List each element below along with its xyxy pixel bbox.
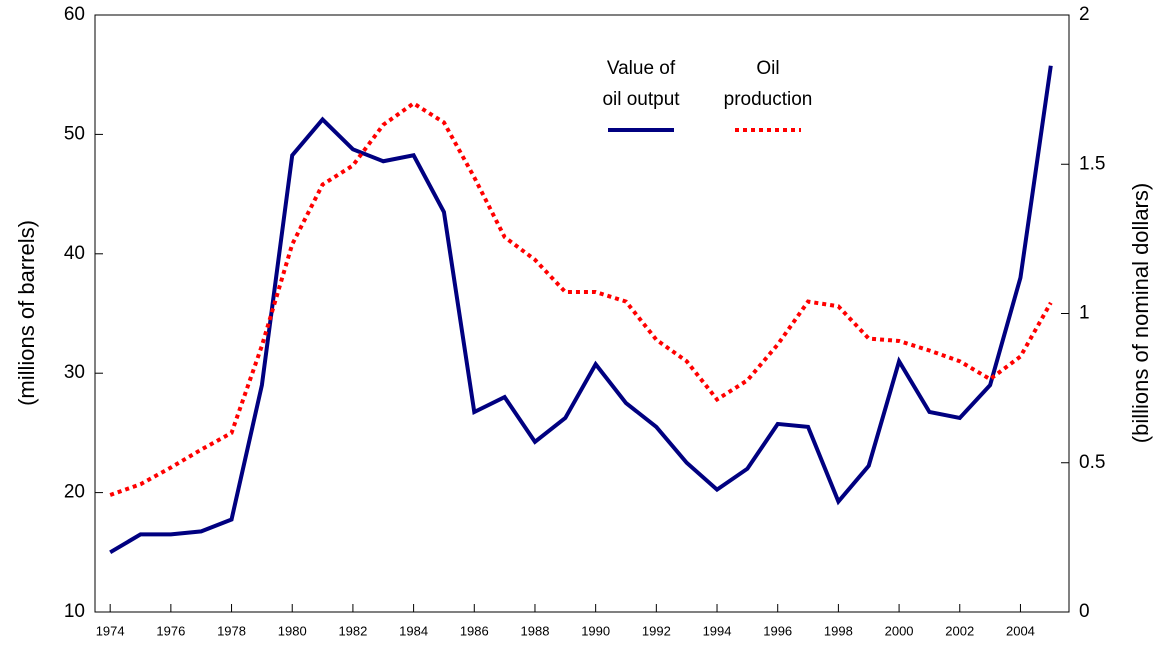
y2-tick-label: 0.5	[1079, 452, 1105, 473]
x-tick-label: 1976	[156, 623, 185, 638]
y-tick-label: 40	[64, 243, 85, 264]
x-tick-label: 2004	[1006, 623, 1035, 638]
y-tick-label: 60	[64, 4, 85, 25]
x-tick-label: 1980	[278, 623, 307, 638]
x-tick-label: 1990	[581, 623, 610, 638]
x-tick-label: 1998	[824, 623, 853, 638]
x-tick-label: 2002	[945, 623, 974, 638]
y2-tick-label: 0	[1079, 601, 1090, 622]
plot-frame	[94, 14, 1070, 613]
x-tick-label: 1986	[460, 623, 489, 638]
y-tick-label: 30	[64, 362, 85, 383]
y-tick-label: 10	[64, 601, 85, 622]
x-tick-label: 2000	[885, 623, 914, 638]
legend-label: production	[724, 89, 813, 110]
series-line	[109, 65, 1053, 555]
x-tick-label: 1996	[763, 623, 792, 638]
x-tick-label: 1982	[338, 623, 367, 638]
legend-label: oil output	[602, 89, 680, 110]
y2-axis-label: (billions of nominal dollars)	[1128, 183, 1153, 443]
y2-tick-label: 1	[1079, 303, 1090, 324]
y-tick-label: 50	[64, 123, 85, 144]
y-axis-label: (millions of barrels)	[14, 220, 39, 406]
y2-tick-label: 1.5	[1079, 153, 1105, 174]
legend-label: Value of	[607, 58, 676, 79]
legend-label: Oil	[756, 58, 779, 79]
x-tick-label: 1984	[399, 623, 428, 638]
x-tick-label: 1988	[521, 623, 550, 638]
y-tick-label: 20	[64, 482, 85, 503]
y2-tick-label: 2	[1079, 4, 1090, 25]
x-tick-label: 1974	[96, 623, 125, 638]
x-tick-label: 1994	[703, 623, 732, 638]
x-tick-label: 1992	[642, 623, 671, 638]
x-tick-label: 1978	[217, 623, 246, 638]
